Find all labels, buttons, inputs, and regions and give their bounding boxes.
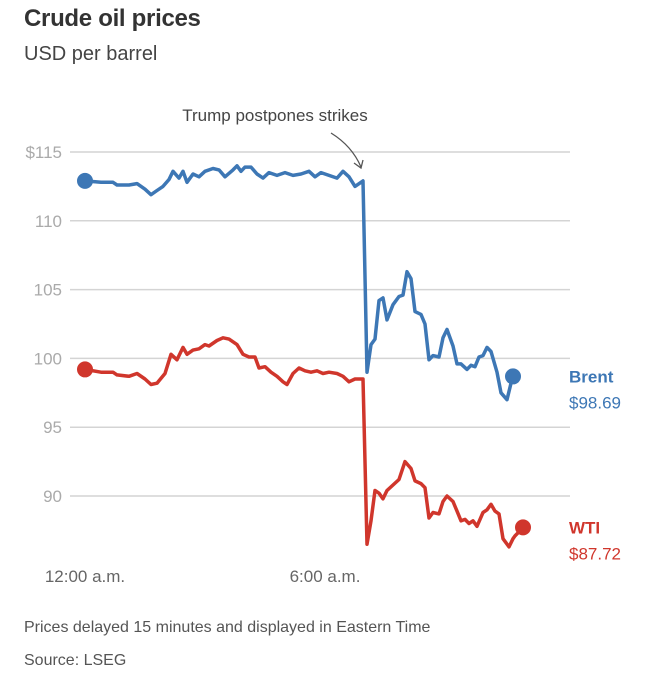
annotation-arrow (330, 132, 362, 168)
footnote: Prices delayed 15 minutes and displayed … (24, 619, 431, 636)
series-name-wti: WTI (569, 518, 600, 537)
annotation-arrowhead (353, 159, 364, 170)
x-tick-label: 6:00 a.m. (290, 567, 361, 586)
start-marker-wti (77, 361, 93, 378)
chart-title: Crude oil prices (24, 5, 201, 32)
chart-subtitle: USD per barrel (24, 43, 158, 65)
x-axis-ticks: 12:00 a.m. 6:00 a.m. (45, 567, 361, 586)
y-tick-label: 100 (34, 349, 62, 368)
start-marker-brent (77, 172, 93, 189)
line-chart: $115 110 105 100 95 90 12:00 a.m. 6:00 a.m. Tr… (25, 106, 621, 586)
x-tick-label: 12:00 a.m. (45, 567, 125, 586)
series-line-wti (84, 336, 525, 549)
y-tick-label: $115 (25, 143, 62, 162)
end-marker-brent (505, 368, 521, 385)
annotation: Trump postpones strikes (182, 106, 368, 170)
series-group (77, 164, 531, 549)
y-axis-ticks: $115 110 105 100 95 90 (25, 143, 62, 506)
y-tick-label: 105 (34, 281, 62, 300)
source-note: Source: LSEG (24, 652, 127, 669)
series-value-brent: $98.69 (569, 393, 621, 412)
series-line-brent (84, 164, 515, 402)
series-labels: Brent $98.69 WTI $87.72 (569, 367, 621, 563)
end-marker-wti (515, 519, 531, 536)
y-tick-label: 95 (43, 418, 62, 437)
y-tick-label: 110 (35, 212, 62, 231)
gridlines (70, 151, 570, 497)
series-name-brent: Brent (569, 367, 614, 386)
annotation-text: Trump postpones strikes (182, 106, 368, 125)
series-value-wti: $87.72 (569, 544, 621, 563)
y-tick-label: 90 (43, 487, 62, 506)
